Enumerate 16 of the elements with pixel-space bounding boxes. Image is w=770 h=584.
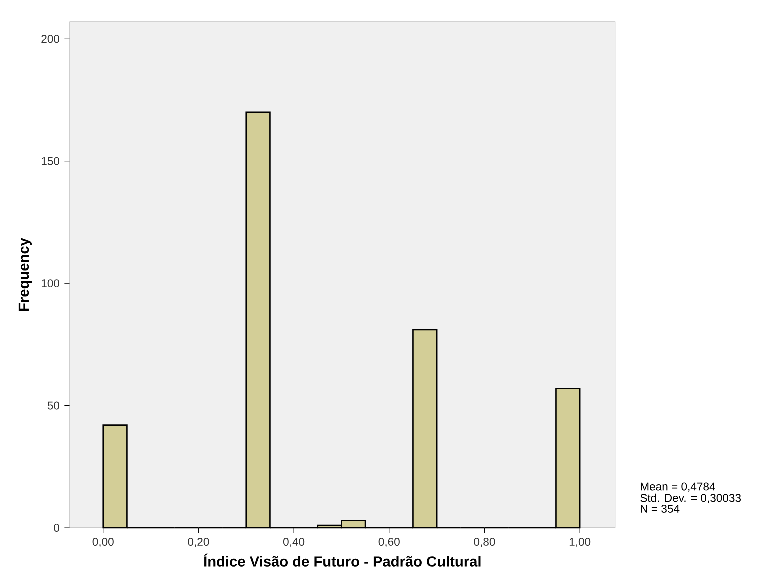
text: N = 354 bbox=[641, 504, 680, 513]
x-tick-label: 0,60 bbox=[378, 538, 400, 548]
x-tick-label: 0,80 bbox=[474, 538, 496, 548]
x-tick-label: 0,20 bbox=[188, 538, 210, 548]
text: Std. Dev. = 0,30033 bbox=[640, 494, 742, 504]
text: Mean = 0,4784 bbox=[641, 482, 716, 492]
x-axis-title: Índice Visão de Futuro - Padrão Cultural bbox=[204, 554, 481, 567]
y-tick-label: 200 bbox=[42, 35, 60, 44]
y-tick-label: 0 bbox=[54, 524, 60, 532]
x-tick-label: 1,00 bbox=[570, 538, 591, 548]
y-axis-title: Frequency bbox=[18, 238, 32, 311]
x-tick-label: 0,40 bbox=[283, 538, 305, 548]
x-tick-label: 0,00 bbox=[92, 538, 114, 548]
y-tick-label: 50 bbox=[48, 402, 60, 410]
y-tick-label: 100 bbox=[42, 280, 60, 288]
y-tick-label: 150 bbox=[42, 157, 60, 166]
